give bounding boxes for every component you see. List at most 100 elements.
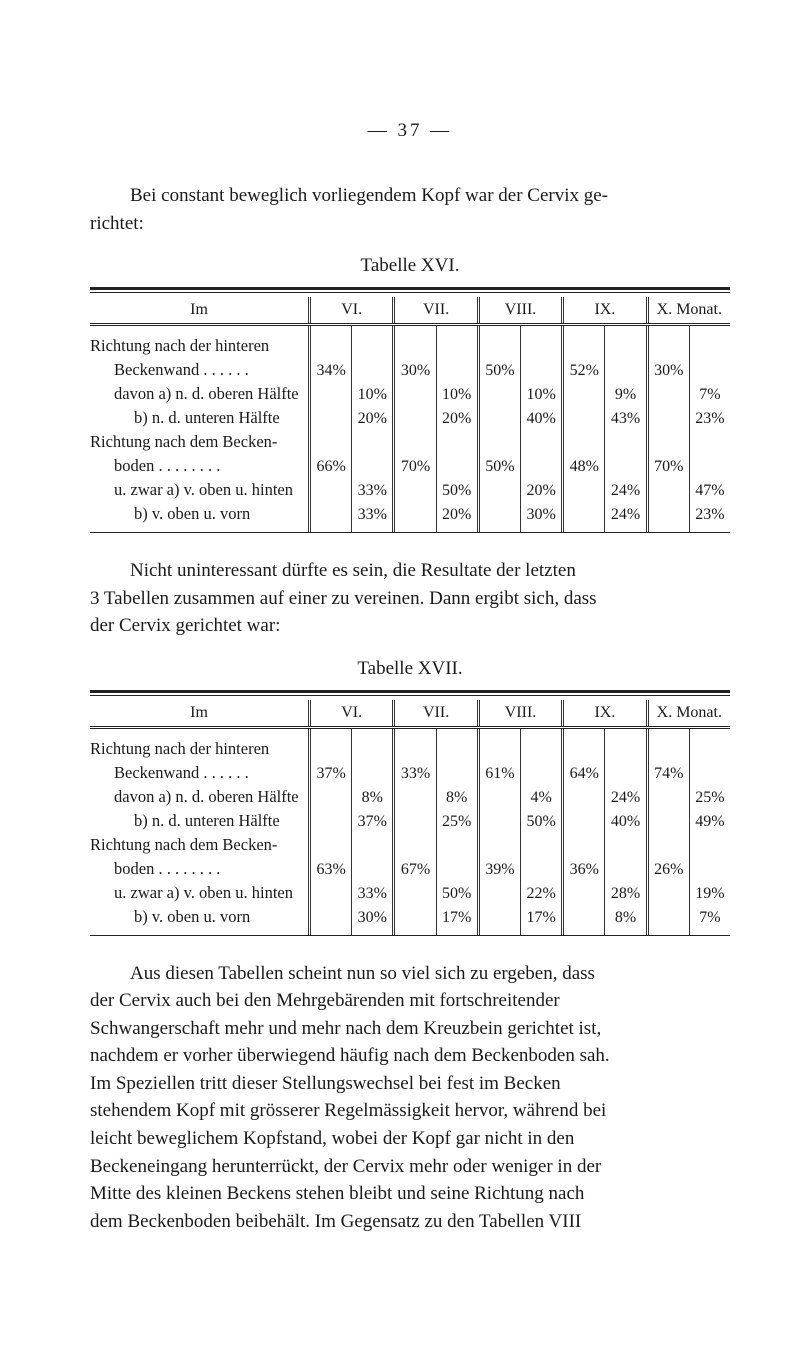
cell: 70% [394,454,436,478]
cell: 50% [478,454,520,478]
cell: 20% [521,478,563,502]
cell: 50% [478,358,520,382]
col-vi: VI. [310,700,394,726]
table-xvii: Im VI. VII. VIII. IX. X. Monat. Richtung… [90,700,730,935]
page-number: — 37 — [90,120,730,142]
rule [90,935,730,936]
col-vi: VI. [310,297,394,323]
cell: 17% [436,905,478,935]
row-label: u. zwar a) v. oben u. hinten [90,881,310,905]
cell: 7% [689,382,730,406]
cell: 34% [310,358,352,382]
cell: 19% [689,881,730,905]
cell: 49% [689,809,730,833]
col-ix: IX. [563,297,647,323]
end-para: stehendem Kopf mit grösserer Regelmässig… [90,1097,730,1125]
cell: 22% [521,881,563,905]
cell: 50% [436,881,478,905]
intro-line-b: richtet: [90,210,730,238]
end-para: Aus diesen Tabellen scheint nun so viel … [90,960,730,988]
row-label: davon a) n. d. oberen Hälfte [90,785,310,809]
row-label: Beckenwand . . . . . . [90,358,310,382]
cell: 50% [521,809,563,833]
end-para: Beckeneingang herunterrückt, der Cervix … [90,1153,730,1181]
cell: 30% [352,905,394,935]
row-label: u. zwar a) v. oben u. hinten [90,478,310,502]
cell: 64% [563,761,605,785]
row-label: Richtung nach dem Becken- [90,833,310,857]
cell: 20% [436,406,478,430]
col-viii: VIII. [478,297,562,323]
cell: 20% [352,406,394,430]
cell: 23% [689,406,730,430]
cell: 20% [436,502,478,532]
cell: 37% [352,809,394,833]
cell: 61% [478,761,520,785]
cell: 24% [605,502,647,532]
rule [90,695,730,696]
table1-title: Tabelle XVI. [90,255,730,277]
cell: 10% [352,382,394,406]
cell: 33% [352,502,394,532]
mid-para: 3 Tabellen zusammen auf einer zu vereine… [90,585,730,613]
row-label: Richtung nach dem Becken- [90,430,310,454]
cell: 74% [647,761,689,785]
cell: 17% [521,905,563,935]
cell: 43% [605,406,647,430]
cell: 36% [563,857,605,881]
row-label: Richtung nach der hinteren [90,326,310,358]
table-xvi: Im VI. VII. VIII. IX. X. Monat. Richtung… [90,297,730,532]
row-label: Beckenwand . . . . . . [90,761,310,785]
row-label: davon a) n. d. oberen Hälfte [90,382,310,406]
cell: 25% [436,809,478,833]
rule [90,292,730,293]
row-label: b) n. d. unteren Hälfte [90,809,310,833]
cell: 70% [647,454,689,478]
cell: 10% [436,382,478,406]
end-para: dem Beckenboden beibehält. Im Gegensatz … [90,1208,730,1236]
end-para: nachdem er vorher überwiegend häufig nac… [90,1042,730,1070]
end-para: Mitte des kleinen Beckens stehen bleibt … [90,1180,730,1208]
col-vii: VII. [394,297,478,323]
cell: 9% [605,382,647,406]
intro-line: Bei constant beweglich vorliegendem Kopf… [90,182,730,210]
cell: 50% [436,478,478,502]
row-label: b) v. oben u. vorn [90,905,310,935]
cell: 25% [689,785,730,809]
cell: 28% [605,881,647,905]
cell: 24% [605,478,647,502]
row-label: b) n. d. unteren Hälfte [90,406,310,430]
cell: 8% [436,785,478,809]
cell: 63% [310,857,352,881]
col-im: Im [90,700,310,726]
cell: 66% [310,454,352,478]
cell: 52% [563,358,605,382]
cell: 8% [605,905,647,935]
cell: 33% [352,478,394,502]
cell: 37% [310,761,352,785]
cell: 24% [605,785,647,809]
cell: 33% [394,761,436,785]
table2-title: Tabelle XVII. [90,658,730,680]
row-label: Richtung nach der hinteren [90,729,310,761]
cell: 26% [647,857,689,881]
rule [90,532,730,533]
end-para: der Cervix auch bei den Mehrgebärenden m… [90,987,730,1015]
end-para: Schwangerschaft mehr und mehr nach dem K… [90,1015,730,1043]
col-x: X. Monat. [647,700,730,726]
mid-para: der Cervix gerichtet war: [90,612,730,640]
cell: 8% [352,785,394,809]
col-viii: VIII. [478,700,562,726]
cell: 40% [521,406,563,430]
cell: 39% [478,857,520,881]
row-label: boden . . . . . . . . [90,454,310,478]
col-vii: VII. [394,700,478,726]
cell: 47% [689,478,730,502]
cell: 30% [647,358,689,382]
end-para: Im Speziellen tritt dieser Stellungswech… [90,1070,730,1098]
col-ix: IX. [563,700,647,726]
cell: 67% [394,857,436,881]
end-para: leicht beweglichem Kopfstand, wobei der … [90,1125,730,1153]
cell: 30% [521,502,563,532]
cell: 23% [689,502,730,532]
